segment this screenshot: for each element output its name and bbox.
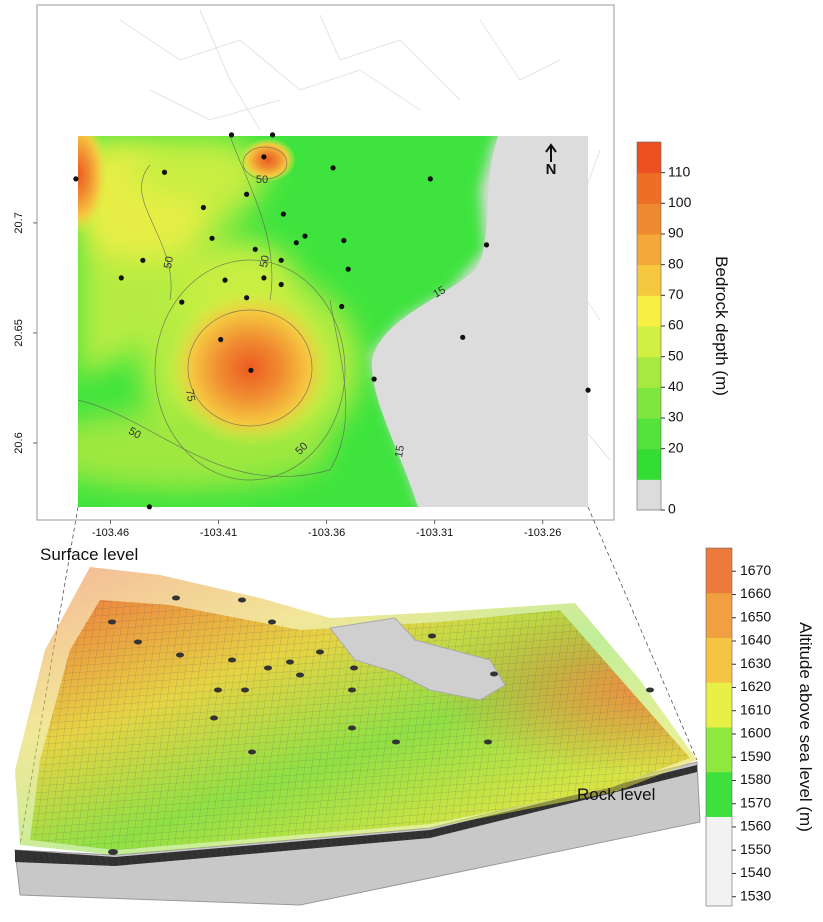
colorbar-band — [637, 142, 661, 173]
borehole-point — [585, 388, 590, 393]
x-tick-label: -103.36 — [308, 527, 345, 539]
borehole-point — [261, 154, 266, 159]
borehole-point — [253, 247, 258, 252]
borehole-point — [270, 132, 275, 137]
colorbar-tick-label: 80 — [668, 255, 684, 271]
colorbar-tick-label: 1530 — [740, 887, 771, 903]
surface-model — [15, 567, 700, 905]
borehole-point — [330, 165, 335, 170]
colorbar-title: Altitude above sea level (m) — [796, 622, 815, 832]
contour-label: 50 — [258, 254, 272, 268]
contour-label: 15 — [393, 444, 407, 458]
borehole-point — [281, 211, 286, 216]
colorbar-tick-label: 1670 — [740, 562, 771, 578]
x-tick-label: -103.41 — [200, 527, 237, 539]
page: -103.46 -103.41 -103.36 -103.31 -103.26 20.6 2… — [0, 0, 823, 922]
colorbar-tick-label: 1640 — [740, 632, 771, 648]
colorbar-band — [637, 387, 661, 418]
borehole-point — [248, 368, 253, 373]
borehole-point — [279, 282, 284, 287]
borehole-point — [302, 233, 307, 238]
colorbar-tick-label: 70 — [668, 286, 684, 302]
borehole-point — [147, 504, 152, 509]
colorbar-tick-label: 1580 — [740, 771, 771, 787]
borehole-point — [484, 242, 489, 247]
x-tick-label: -103.26 — [524, 527, 561, 539]
colorbar-band — [706, 861, 732, 906]
colorbar-band — [637, 479, 661, 510]
colorbar-band — [706, 772, 732, 817]
colorbar-tick-label: 20 — [668, 439, 684, 455]
borehole-point — [209, 236, 214, 241]
colorbar-tick-label: 0 — [668, 501, 676, 517]
north-label: N — [546, 161, 557, 178]
colorbar-band — [637, 265, 661, 296]
borehole-point — [218, 337, 223, 342]
annotation: Rock level — [577, 785, 655, 804]
colorbar-title: Bedrock depth (m) — [712, 256, 731, 396]
borehole-point — [372, 377, 377, 382]
colorbar-tick-label: 1650 — [740, 608, 771, 624]
colorbar-band — [637, 357, 661, 388]
annotation: Surface level — [40, 545, 138, 564]
colorbar-tick-label: 90 — [668, 225, 684, 241]
colorbar-tick-label: 1590 — [740, 748, 771, 764]
colorbar-tick-label: 1550 — [740, 841, 771, 857]
colorbar-band — [637, 234, 661, 265]
contour-label: 50 — [162, 255, 176, 269]
colorbar-tick-label: 40 — [668, 378, 684, 394]
colorbar-tick-label: 1560 — [740, 818, 771, 834]
borehole-point — [279, 258, 284, 263]
borehole-point — [294, 240, 299, 245]
borehole-point — [140, 258, 145, 263]
colorbar-band — [706, 727, 732, 772]
colorbar-band — [706, 548, 732, 593]
colorbar-tick-label: 1660 — [740, 585, 771, 601]
borehole-point — [460, 335, 465, 340]
borehole-point — [201, 205, 206, 210]
contour-label: 50 — [256, 174, 268, 186]
colorbar-band — [637, 203, 661, 234]
colorbar-tick-label: 100 — [668, 194, 692, 210]
borehole-point — [428, 176, 433, 181]
colorbar-band — [637, 295, 661, 326]
colorbar-tick-label: 1570 — [740, 794, 771, 810]
borehole-point — [244, 192, 249, 197]
borehole-point — [222, 278, 227, 283]
colorbar-band — [706, 817, 732, 862]
colorbar-band — [637, 449, 661, 480]
colorbar-band — [637, 326, 661, 357]
colorbar-tick-label: 1610 — [740, 701, 771, 717]
colorbar-tick-label: 1540 — [740, 864, 771, 880]
colorbar-tick-label: 1600 — [740, 725, 771, 741]
colorbar-tick-label: 50 — [668, 347, 684, 363]
borehole-point — [73, 176, 78, 181]
figure: -103.46 -103.41 -103.36 -103.31 -103.26 20.6 2… — [0, 0, 823, 917]
colorbar-tick-label: 110 — [668, 163, 691, 179]
borehole-point — [261, 275, 266, 280]
x-tick-label: -103.46 — [92, 527, 129, 539]
colorbar-band — [706, 593, 732, 638]
colorbar-band — [706, 638, 732, 683]
x-tick-label: -103.31 — [416, 527, 453, 539]
colorbar-tick-label: 1630 — [740, 655, 771, 671]
borehole-point — [229, 132, 234, 137]
colorbar-band — [637, 173, 661, 204]
colorbar-band — [637, 418, 661, 449]
borehole-point — [346, 267, 351, 272]
colorbar-tick-label: 60 — [668, 317, 684, 333]
borehole-point — [162, 170, 167, 175]
colorbar-tick-label: 1620 — [740, 678, 771, 694]
borehole-point — [119, 275, 124, 280]
y-tick-label: 20.65 — [13, 319, 25, 347]
borehole-point — [339, 304, 344, 309]
colorbar-tick-label: 30 — [668, 409, 684, 425]
borehole-point — [179, 300, 184, 305]
colorbar-band — [706, 682, 732, 727]
borehole-point — [244, 295, 249, 300]
contour-label: 75 — [183, 388, 197, 402]
y-tick-label: 20.6 — [13, 432, 25, 453]
borehole-point — [341, 238, 346, 243]
y-tick-label: 20.7 — [13, 212, 25, 233]
